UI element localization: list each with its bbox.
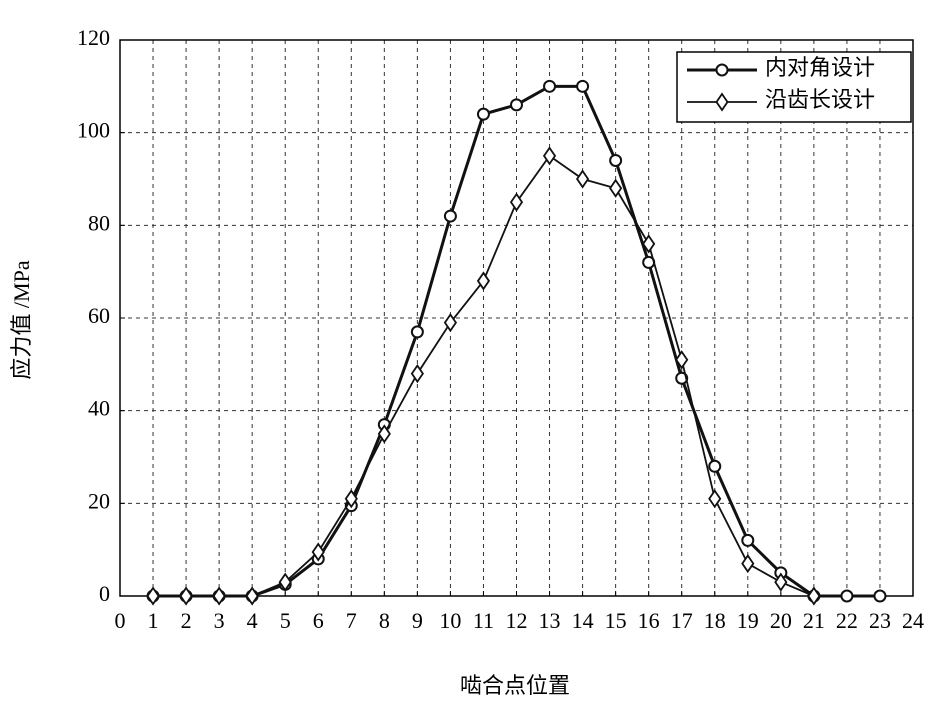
marker xyxy=(179,586,193,606)
x-tick-label: 6 xyxy=(313,608,324,633)
marker xyxy=(344,489,358,509)
marker xyxy=(542,146,557,166)
y-tick-label: 40 xyxy=(88,396,110,421)
y-tick-label: 80 xyxy=(88,210,110,235)
marker xyxy=(476,107,490,121)
x-tick-label: 21 xyxy=(803,608,825,633)
x-tick-label: 2 xyxy=(181,608,192,633)
marker xyxy=(510,98,523,112)
y-tick-label: 0 xyxy=(99,581,110,606)
x-tick-label: 8 xyxy=(379,608,390,633)
marker xyxy=(476,271,491,291)
x-tick-label: 4 xyxy=(247,608,258,633)
marker xyxy=(642,234,656,254)
marker xyxy=(741,553,755,574)
legend-marker xyxy=(715,92,729,112)
marker xyxy=(840,589,854,603)
legend-marker xyxy=(715,63,729,77)
marker xyxy=(410,364,424,384)
marker xyxy=(443,209,457,223)
y-tick-label: 120 xyxy=(77,25,110,50)
marker xyxy=(146,586,160,606)
marker xyxy=(311,542,325,562)
x-tick-label: 16 xyxy=(638,608,660,633)
legend-label: 内对角设计 xyxy=(765,55,875,80)
x-tick-label: 11 xyxy=(473,608,494,633)
x-tick-label: 15 xyxy=(605,608,627,633)
plot-frame xyxy=(119,39,914,597)
x-tick-label: 22 xyxy=(836,608,858,633)
marker xyxy=(443,313,458,333)
x-tick-label: 13 xyxy=(539,608,561,633)
marker xyxy=(576,79,590,93)
marker xyxy=(873,589,887,603)
marker xyxy=(609,178,623,198)
x-tick-label: 1 xyxy=(148,608,159,633)
x-tick-label: 24 xyxy=(902,608,924,633)
marker xyxy=(509,192,524,212)
x-tick-label: 0 xyxy=(115,608,126,633)
y-tick-label: 100 xyxy=(77,118,110,143)
x-tick-label: 9 xyxy=(412,608,423,633)
marker xyxy=(212,586,226,606)
x-tick-label: 10 xyxy=(439,608,461,633)
y-tick-label: 20 xyxy=(88,488,110,513)
marker xyxy=(774,572,788,592)
x-tick-label: 17 xyxy=(671,608,693,633)
legend-box xyxy=(676,51,912,123)
marker xyxy=(377,424,391,444)
x-tick-label: 23 xyxy=(869,608,891,633)
marker xyxy=(675,371,689,385)
marker xyxy=(609,153,623,167)
marker xyxy=(543,79,557,93)
x-tick-label: 12 xyxy=(506,608,528,633)
marker xyxy=(245,586,259,606)
legend-label: 沿齿长设计 xyxy=(765,87,875,112)
x-tick-label: 18 xyxy=(704,608,726,633)
marker xyxy=(741,533,755,547)
x-tick-label: 3 xyxy=(214,608,225,633)
marker xyxy=(410,325,424,339)
y-tick-label: 60 xyxy=(88,303,110,328)
x-tick-label: 7 xyxy=(346,608,357,633)
marker xyxy=(807,586,821,606)
marker xyxy=(575,169,590,189)
x-tick-label: 5 xyxy=(280,608,291,633)
marker xyxy=(278,572,292,592)
x-tick-label: 14 xyxy=(572,608,594,633)
x-tick-label: 20 xyxy=(770,608,792,633)
y-axis-label: 应力值 /MPa xyxy=(9,260,34,379)
marker xyxy=(708,459,722,473)
marker xyxy=(675,350,689,370)
x-axis-label: 啮合点位置 xyxy=(460,673,570,698)
marker xyxy=(708,489,722,509)
x-tick-label: 19 xyxy=(737,608,759,633)
